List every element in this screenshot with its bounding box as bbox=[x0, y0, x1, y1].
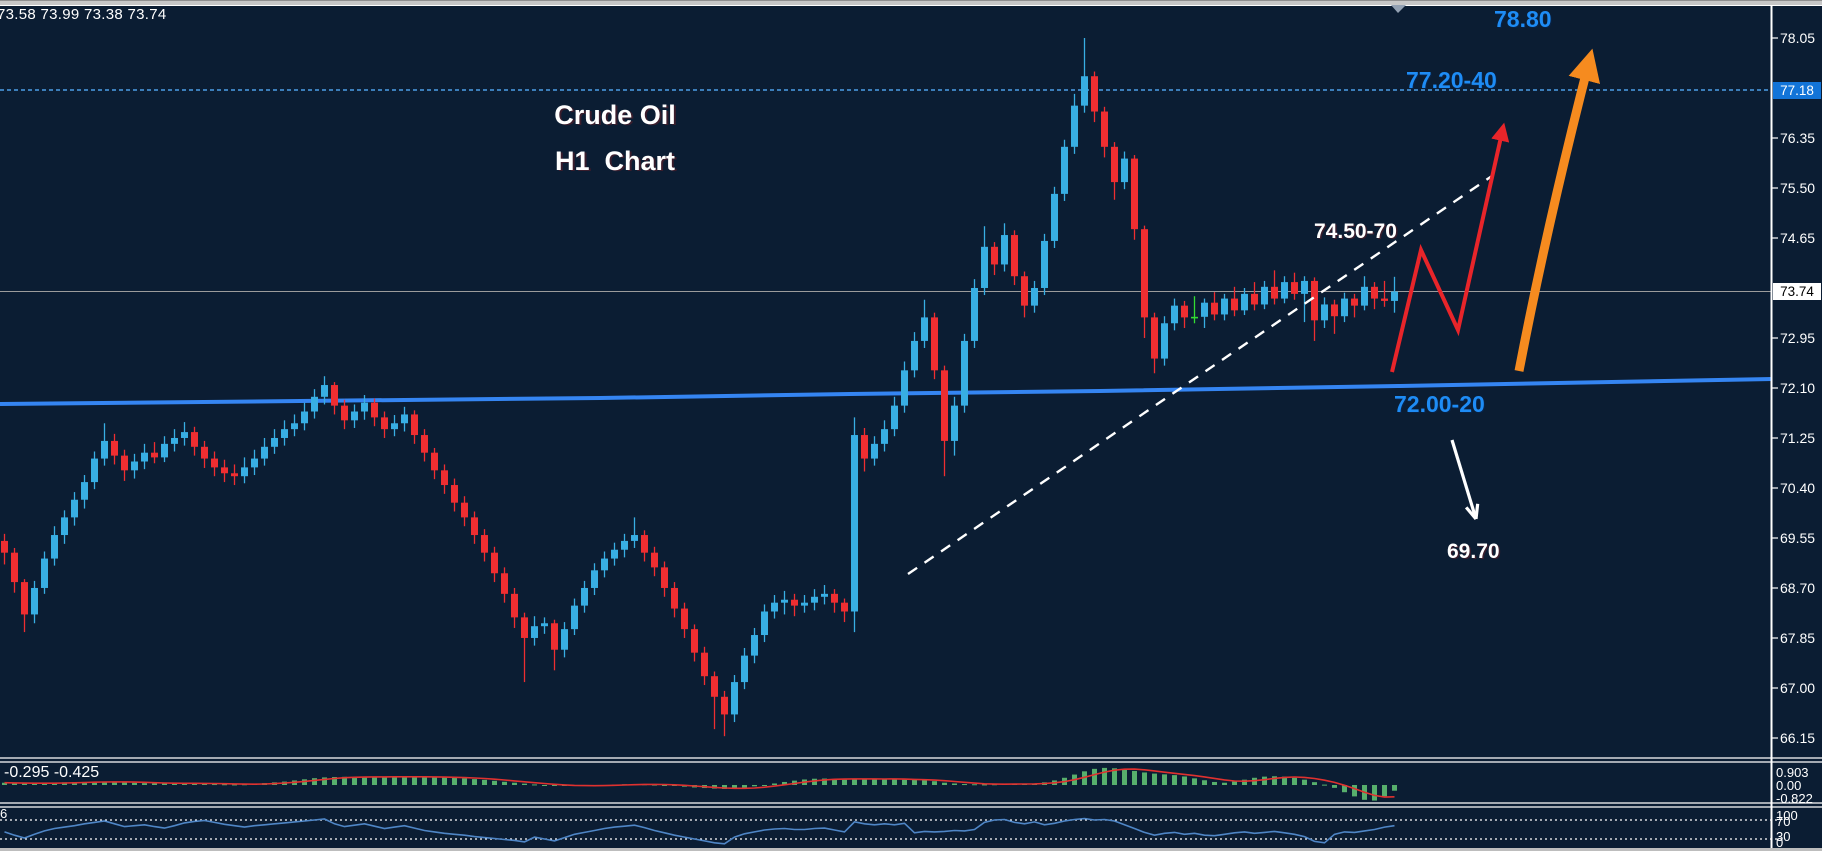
price-axis-label: 67.00 bbox=[1780, 680, 1816, 696]
chart-top-border bbox=[0, 5, 1822, 6]
macd-axis-label: 0.903 bbox=[1776, 765, 1809, 780]
rsi-value-readout: 6 bbox=[0, 806, 8, 821]
price-axis-label: 78.05 bbox=[1780, 30, 1816, 46]
price-axis-label: 72.95 bbox=[1780, 330, 1816, 346]
price-axis-label: 76.35 bbox=[1780, 130, 1816, 146]
window-titlebar bbox=[0, 0, 1822, 5]
window-bottom-edge bbox=[0, 848, 1822, 851]
price-axis-label: 75.50 bbox=[1780, 180, 1816, 196]
chart-title: Crude Oil H1 Chart bbox=[470, 92, 760, 184]
chart-title-symbol: Crude Oil bbox=[554, 100, 676, 130]
price-axis-label: 69.55 bbox=[1780, 530, 1816, 546]
chart-title-timeframe: H1 Chart bbox=[554, 146, 676, 176]
macd-axis-label: -0.822 bbox=[1776, 791, 1813, 806]
annotation-support-zone: 72.00-20 bbox=[1394, 391, 1485, 417]
price-axis-label: 66.15 bbox=[1780, 730, 1816, 746]
current-price-tag: 73.74 bbox=[1773, 283, 1821, 300]
rsi-axis-label: 0 bbox=[1776, 835, 1784, 850]
rsi-axis-label: 100 bbox=[1776, 808, 1798, 823]
candlestick-series bbox=[1, 38, 1398, 737]
price-axis-label: 67.85 bbox=[1780, 630, 1816, 646]
rsi-axis-label: 70 bbox=[1776, 814, 1791, 829]
chart-drawings bbox=[907, 5, 1601, 575]
annotation-upper-target: 78.80 bbox=[1494, 6, 1552, 32]
rsi-axis-label: 30 bbox=[1776, 829, 1791, 844]
chart-frame-lines bbox=[0, 6, 1822, 848]
annotation-resistance-zone: 77.20-40 bbox=[1406, 67, 1497, 93]
chart-reference-lines bbox=[0, 89, 1773, 406]
price-axis-label: 72.10 bbox=[1780, 380, 1816, 396]
annotation-mid-zone: 74.50-70 bbox=[1314, 220, 1397, 243]
annotation-lower-target: 69.70 bbox=[1447, 540, 1500, 563]
macd-indicator bbox=[2, 767, 1397, 801]
price-axis-label: 70.40 bbox=[1780, 480, 1816, 496]
price-axis-label: 71.25 bbox=[1780, 430, 1816, 446]
macd-axis-label: 0.00 bbox=[1776, 778, 1802, 793]
macd-value-readout: -0.295 -0.425 bbox=[4, 764, 100, 781]
price-axis-label: 74.65 bbox=[1780, 230, 1816, 246]
rsi-indicator bbox=[0, 817, 1778, 845]
ohlc-readout: 73.58 73.99 73.38 73.74 bbox=[0, 6, 167, 23]
price-axis-label: 68.70 bbox=[1780, 580, 1816, 596]
resistance-price-tag: 77.18 bbox=[1773, 82, 1821, 99]
